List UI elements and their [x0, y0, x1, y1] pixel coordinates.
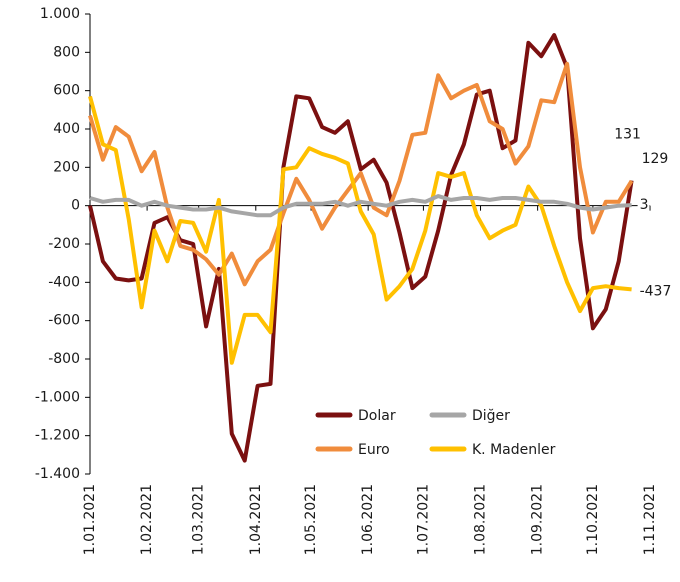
legend-label: Diğer	[472, 408, 510, 424]
y-tick-label: -600	[48, 313, 80, 329]
y-tick-label: 600	[53, 83, 80, 99]
x-tick-label: 1.01.2021	[82, 484, 98, 555]
y-tick-label: 800	[53, 44, 80, 60]
data-label: 131	[614, 127, 641, 143]
series-line	[88, 61, 634, 287]
x-tick-label: 1.09.2021	[530, 484, 546, 555]
x-tick-label: 1.11.2021	[642, 484, 658, 555]
y-tick-label: 400	[53, 121, 80, 137]
y-tick-label: 0	[71, 198, 80, 214]
legend-label: Dolar	[358, 408, 396, 424]
series-line	[88, 95, 632, 365]
x-tick-label: 1.02.2021	[139, 484, 155, 555]
y-tick-label: -1.400	[35, 466, 80, 482]
x-tick-label: 1.05.2021	[303, 484, 319, 555]
x-tick-label: 1.03.2021	[191, 484, 207, 555]
y-tick-label: -200	[48, 236, 80, 252]
data-label: 3	[640, 197, 649, 213]
y-tick-label: -1.000	[35, 389, 80, 405]
y-tick-label: -1.200	[35, 428, 80, 444]
label-bg	[637, 196, 650, 215]
data-label: -437	[640, 283, 672, 299]
y-tick-label: -400	[48, 274, 80, 290]
y-tick-label: 200	[53, 159, 80, 175]
x-tick-label: 1.10.2021	[585, 484, 601, 555]
x-tick-label: 1.06.2021	[360, 484, 376, 555]
y-tick-label: 1.000	[40, 6, 80, 22]
x-tick-label: 1.04.2021	[248, 484, 264, 555]
y-tick-label: -800	[48, 351, 80, 367]
legend-label: Euro	[358, 442, 390, 458]
x-tick-label: 1.08.2021	[473, 484, 489, 555]
data-label: 129	[642, 151, 669, 167]
legend-label: K. Madenler	[472, 442, 556, 458]
series-line	[89, 194, 632, 218]
x-tick-label: 1.07.2021	[415, 484, 431, 555]
